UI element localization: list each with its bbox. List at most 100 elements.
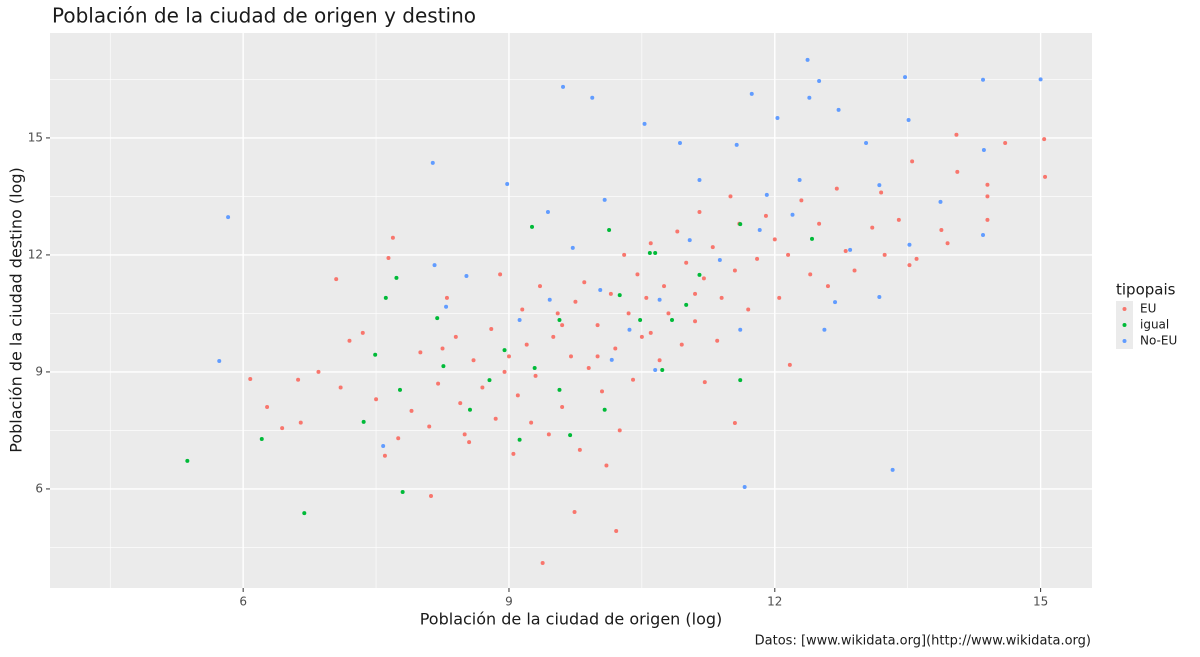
point (647, 250, 652, 255)
y-axis-label: Población de la ciudad destino (log) (7, 167, 26, 452)
point (955, 169, 960, 174)
point (981, 148, 986, 153)
point (622, 252, 627, 257)
point (602, 197, 607, 202)
point (555, 311, 560, 316)
point (302, 511, 307, 516)
point (749, 91, 754, 96)
point (604, 463, 609, 468)
point (248, 376, 253, 381)
point (265, 405, 270, 410)
point (595, 323, 600, 328)
point (890, 467, 895, 472)
point (693, 291, 698, 296)
point (444, 304, 449, 309)
point (577, 447, 582, 452)
point (810, 236, 815, 241)
point (738, 327, 743, 332)
point (537, 284, 542, 289)
point (338, 385, 343, 390)
point (787, 362, 792, 367)
point (480, 385, 485, 390)
point (639, 334, 644, 339)
point (614, 529, 619, 534)
point (462, 432, 467, 437)
point (467, 440, 472, 445)
point (657, 358, 662, 363)
point (653, 367, 658, 372)
point (617, 428, 622, 433)
point (906, 117, 911, 122)
point (573, 299, 578, 304)
point (679, 342, 684, 347)
point (360, 330, 365, 335)
point (524, 342, 529, 347)
legend-swatch (1122, 339, 1127, 343)
point (687, 238, 692, 243)
point (938, 199, 943, 204)
point (502, 369, 507, 374)
point (684, 260, 689, 265)
point (598, 288, 603, 293)
point (738, 222, 743, 227)
point (910, 159, 915, 164)
point (939, 227, 944, 232)
point (396, 436, 401, 441)
point (662, 284, 667, 289)
point (511, 451, 516, 456)
panel (50, 33, 1092, 588)
point (799, 198, 804, 203)
point (502, 348, 507, 353)
point (903, 75, 908, 80)
point (361, 419, 366, 424)
point (825, 284, 830, 289)
point (914, 256, 919, 261)
point (586, 366, 591, 371)
point (981, 233, 986, 238)
legend: EU igual No-EU (1116, 301, 1177, 349)
point (764, 192, 769, 197)
point (560, 323, 565, 328)
point (757, 227, 762, 232)
point (817, 78, 822, 83)
point (471, 358, 476, 363)
point (569, 354, 573, 359)
point (557, 318, 562, 323)
x-tick-label: 12 (767, 595, 782, 609)
point (568, 433, 573, 438)
point (444, 295, 449, 300)
point (728, 194, 733, 199)
point (561, 84, 566, 89)
point (464, 273, 469, 278)
point (1043, 174, 1048, 179)
point (530, 224, 535, 229)
point (560, 405, 565, 410)
point (790, 212, 795, 217)
point (383, 295, 388, 300)
point (834, 186, 839, 191)
point (954, 132, 959, 137)
point (666, 311, 671, 316)
point (642, 121, 647, 126)
point (660, 367, 665, 372)
point (217, 359, 222, 364)
point (738, 378, 743, 383)
point (381, 444, 386, 449)
point (436, 381, 441, 386)
point (677, 140, 682, 145)
point (877, 183, 882, 188)
point (670, 318, 675, 323)
point (732, 421, 737, 426)
point (487, 378, 492, 383)
point (430, 160, 435, 165)
point (981, 77, 986, 82)
point (551, 334, 556, 339)
x-tick-label: 9 (505, 595, 513, 609)
point (755, 256, 760, 261)
y-tick-label: 9 (35, 364, 43, 378)
point (590, 95, 595, 100)
point (746, 307, 751, 312)
point (185, 458, 190, 463)
point (582, 280, 587, 285)
point (1038, 77, 1043, 82)
